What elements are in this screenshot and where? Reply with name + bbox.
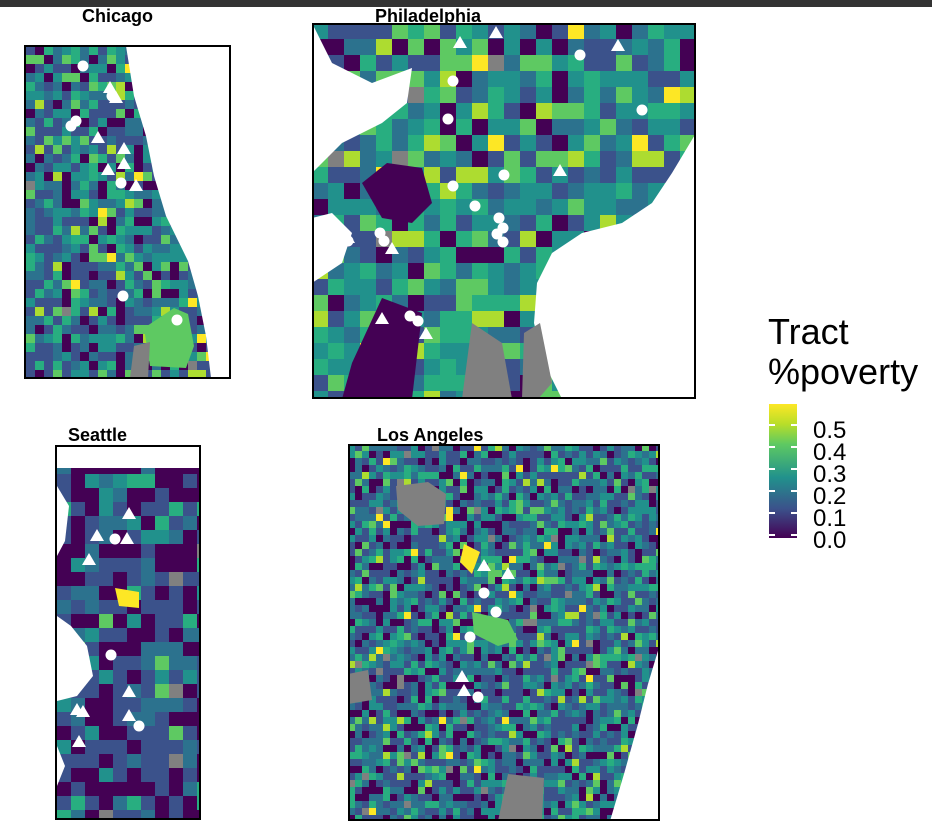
- triangle-marker: [129, 179, 143, 191]
- circle-marker: [378, 235, 390, 247]
- triangle-marker: [553, 164, 567, 176]
- triangle-marker: [76, 705, 90, 717]
- circle-marker: [77, 60, 89, 72]
- legend-tick-label: 0.4: [813, 439, 847, 466]
- legend-tick-label: 0.1: [813, 505, 847, 532]
- legend-title: Tract %poverty: [768, 312, 918, 392]
- triangle-marker: [122, 709, 136, 721]
- circle-marker: [115, 177, 127, 189]
- panel-title-los-angeles: Los Angeles: [377, 425, 484, 445]
- triangle-marker: [72, 735, 86, 747]
- map-philadelphia: [312, 23, 696, 399]
- legend-tick-label: 0.5: [813, 417, 847, 444]
- triangle-marker: [457, 684, 471, 696]
- circle-marker: [447, 180, 459, 192]
- circle-marker: [442, 113, 454, 125]
- legend-tick-label: 0.0: [813, 527, 847, 554]
- seattle-markers: [70, 507, 145, 747]
- legend-colorbar: [769, 404, 797, 538]
- legend-title-line1: Tract: [768, 311, 849, 352]
- panel-title-seattle: Seattle: [68, 425, 128, 445]
- circle-marker: [464, 631, 476, 643]
- circle-marker: [447, 75, 459, 87]
- circle-marker: [490, 606, 502, 618]
- triangle-marker: [489, 26, 503, 38]
- seattle-map-svg: [57, 446, 201, 820]
- circle-marker: [70, 115, 82, 127]
- circle-marker: [498, 169, 510, 181]
- circle-marker: [491, 228, 503, 240]
- circle-marker: [106, 90, 118, 102]
- triangle-marker: [91, 131, 105, 143]
- triangle-marker: [501, 567, 515, 579]
- circle-marker: [472, 691, 484, 703]
- triangle-marker: [117, 157, 131, 169]
- circle-marker: [109, 533, 121, 545]
- philadelphia-map-svg: [312, 23, 696, 399]
- triangle-marker: [375, 312, 389, 324]
- triangle-marker: [385, 242, 399, 254]
- triangle-marker: [611, 39, 625, 51]
- los-angeles-markers: [455, 559, 515, 703]
- circle-marker: [574, 49, 586, 61]
- chicago-missing-tract: [130, 342, 150, 378]
- map-chicago: [26, 46, 231, 378]
- chicago-map-svg: [26, 46, 231, 378]
- triangle-marker: [90, 529, 104, 541]
- window-top-bar: [0, 0, 932, 7]
- triangle-marker: [103, 81, 117, 93]
- map-seattle: [57, 446, 201, 820]
- circle-marker: [478, 587, 490, 599]
- triangle-marker: [117, 142, 131, 154]
- triangle-marker: [122, 685, 136, 697]
- circle-marker: [133, 720, 145, 732]
- circle-marker: [171, 314, 183, 326]
- legend-tick-label: 0.2: [813, 483, 847, 510]
- circle-marker: [469, 200, 481, 212]
- triangle-marker: [82, 553, 96, 565]
- triangle-marker: [453, 36, 467, 48]
- chicago-markers: [65, 60, 183, 326]
- map-los-angeles: [348, 444, 660, 821]
- circle-marker: [404, 310, 416, 322]
- triangle-marker: [120, 532, 134, 544]
- legend-title-line2: %poverty: [768, 351, 919, 392]
- circle-marker: [497, 236, 509, 248]
- legend-tick-label: 0.3: [813, 461, 847, 488]
- circle-marker: [105, 649, 117, 661]
- los-angeles-map-svg: [348, 444, 660, 821]
- circle-marker: [636, 104, 648, 116]
- circle-marker: [342, 235, 354, 247]
- triangle-marker: [122, 507, 136, 519]
- circle-marker: [117, 290, 129, 302]
- panel-title-philadelphia: Philadelphia: [375, 6, 482, 26]
- philadelphia-markers: [341, 26, 648, 339]
- circle-marker: [412, 315, 424, 327]
- triangle-marker: [455, 670, 469, 682]
- circle-marker: [493, 212, 505, 224]
- triangle-marker: [419, 327, 433, 339]
- panel-title-chicago: Chicago: [82, 6, 154, 26]
- triangle-marker: [477, 559, 491, 571]
- triangle-marker: [101, 163, 115, 175]
- seattle-tracts: [57, 446, 201, 820]
